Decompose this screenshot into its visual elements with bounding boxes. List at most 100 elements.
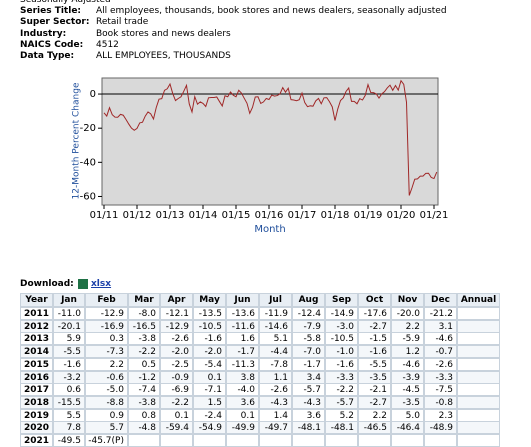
table-header: Dec <box>424 293 457 307</box>
table-cell: -7.0 <box>292 345 325 359</box>
table-header: Mar <box>128 293 160 307</box>
table-year: 2013 <box>20 332 53 346</box>
table-cell: 5.9 <box>53 332 85 346</box>
table-cell: 0.3 <box>85 332 128 346</box>
table-cell: -5.5 <box>53 345 85 359</box>
info-label: Data Type: <box>20 51 75 62</box>
table-cell: -1.0 <box>325 345 358 359</box>
table-cell: 5.2 <box>325 408 358 422</box>
table-cell: 0.1 <box>226 408 259 422</box>
table-cell: -3.2 <box>53 370 85 384</box>
info-label: Series Title: <box>20 6 82 16</box>
table-cell: -10.5 <box>193 319 226 333</box>
table-cell: -46.4 <box>391 421 424 435</box>
table-year: 2012 <box>20 319 53 333</box>
table-cell <box>457 345 500 359</box>
table-cell <box>358 434 391 447</box>
table-cell: -1.6 <box>325 357 358 371</box>
table-header: Jul <box>259 293 292 307</box>
chart: -60 -40 -20 0 01/11 01/12 01/13 01/14 01/15 01/16… <box>72 77 448 235</box>
table-cell: 0.1 <box>160 408 193 422</box>
table-cell: -20.1 <box>53 319 85 333</box>
table-cell: -3.9 <box>391 370 424 384</box>
table-cell: -7.8 <box>259 357 292 371</box>
table-cell: -3.8 <box>128 395 160 409</box>
table-cell: -2.6 <box>424 357 457 371</box>
table-cell: -8.8 <box>85 395 128 409</box>
table-cell: -4.3 <box>259 395 292 409</box>
table-cell: -2.7 <box>358 395 391 409</box>
table-cell: 1.2 <box>391 345 424 359</box>
table-cell: -17.6 <box>358 307 391 320</box>
x-tick-label: 01/20 <box>387 210 416 221</box>
table-header: Year <box>20 293 53 307</box>
y-axis-label: 12-Month Percent Change <box>72 82 82 199</box>
table-cell: -15.5 <box>53 395 85 409</box>
table-cell: 2.3 <box>424 408 457 422</box>
info-value: All employees, thousands, book stores an… <box>96 6 447 16</box>
plot-area <box>101 77 439 206</box>
table-cell: -7.4 <box>128 383 160 397</box>
table-cell: -11.6 <box>226 319 259 333</box>
xlsx-icon <box>78 279 88 289</box>
table-cell: 0.8 <box>128 408 160 422</box>
table-cell: -3.5 <box>391 395 424 409</box>
table-cell: -2.1 <box>358 383 391 397</box>
table-cell: 3.6 <box>226 395 259 409</box>
table-year: 2020 <box>20 421 53 435</box>
table-cell: -5.7 <box>292 383 325 397</box>
table-header: Aug <box>292 293 325 307</box>
info-value: Retail trade <box>96 17 149 28</box>
table-cell: 2.2 <box>391 319 424 333</box>
table-cell: -1.6 <box>53 357 85 371</box>
table-cell: 2.2 <box>358 408 391 422</box>
table-cell <box>259 434 292 447</box>
table-header: Annual <box>457 293 500 307</box>
table-cell <box>457 434 500 447</box>
x-tick-label: 01/12 <box>123 210 152 221</box>
table-cell: -49.7 <box>259 421 292 435</box>
table-cell: -45.7(P) <box>85 434 128 447</box>
x-tick-label: 01/16 <box>255 210 284 221</box>
info-value: ALL EMPLOYEES, THOUSANDS <box>96 51 231 62</box>
y-tick-label: -60 <box>80 191 96 202</box>
table-header: Sep <box>325 293 358 307</box>
line-series <box>103 79 438 196</box>
info-label: Industry: <box>20 28 67 39</box>
table-header: Oct <box>358 293 391 307</box>
table-cell: -3.3 <box>325 370 358 384</box>
y-tick-label: 0 <box>90 89 96 100</box>
table-cell: -48.1 <box>325 421 358 435</box>
table-cell: -8.0 <box>128 307 160 320</box>
table-cell: -13.5 <box>193 307 226 320</box>
table-cell: -4.0 <box>226 383 259 397</box>
table-cell: -11.3 <box>226 357 259 371</box>
table-cell <box>226 434 259 447</box>
table-cell: 0.6 <box>53 383 85 397</box>
table-cell: 0.9 <box>85 408 128 422</box>
table-cell: -16.9 <box>85 319 128 333</box>
xlsx-link[interactable]: xlsx <box>91 279 112 289</box>
top-note: Seasonally Adjusted <box>20 0 111 5</box>
table-cell: -4.6 <box>391 357 424 371</box>
table-cell <box>457 370 500 384</box>
table-header: Feb <box>85 293 128 307</box>
x-tick-label: 01/13 <box>156 210 185 221</box>
table-cell <box>457 383 500 397</box>
table-cell: 1.5 <box>193 395 226 409</box>
table-cell <box>160 434 193 447</box>
table-cell: -2.5 <box>160 357 193 371</box>
table-cell: -0.9 <box>160 370 193 384</box>
table-cell: -0.6 <box>85 370 128 384</box>
table-cell: 3.6 <box>292 408 325 422</box>
table-cell <box>424 434 457 447</box>
table-cell <box>128 434 160 447</box>
table-cell: -12.9 <box>85 307 128 320</box>
table-cell <box>457 319 500 333</box>
table-cell: -20.0 <box>391 307 424 320</box>
table-year: 2014 <box>20 345 53 359</box>
table-cell: -16.5 <box>128 319 160 333</box>
table-cell <box>457 408 500 422</box>
table-year: 2011 <box>20 307 53 320</box>
